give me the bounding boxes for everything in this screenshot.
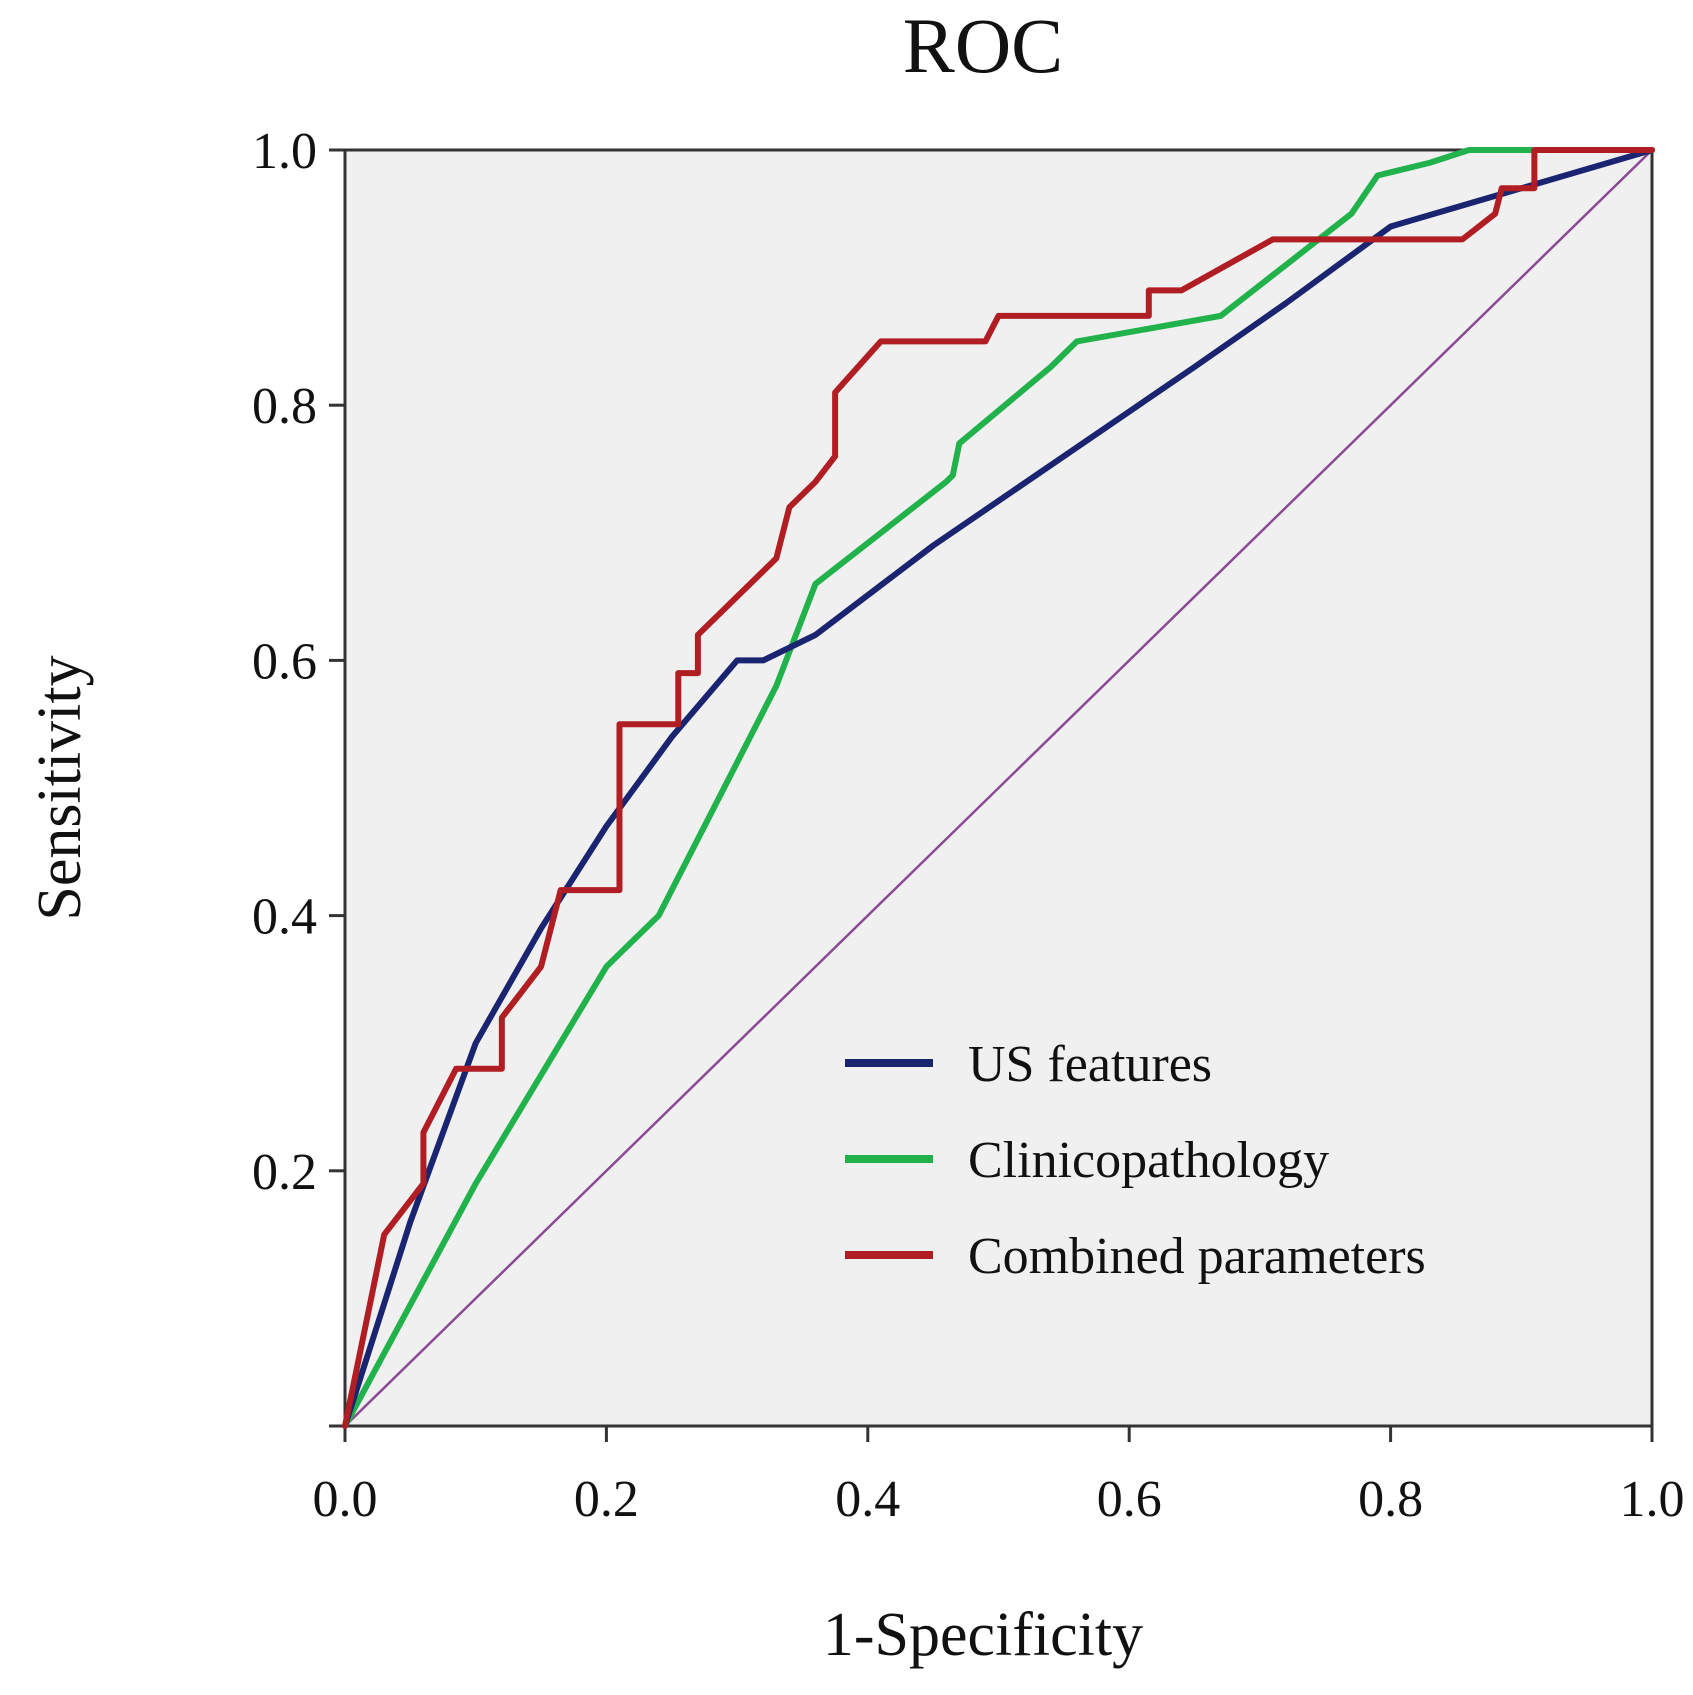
legend: US features Clinicopathology Combined para…: [845, 1036, 1426, 1285]
x-tick-label: 0.0: [313, 1471, 378, 1528]
y-tick-label: 1.0: [252, 123, 317, 180]
x-tick-label: 0.6: [1097, 1471, 1162, 1528]
series-line-us-features: [342, 147, 1655, 1429]
y-tick-label: 0.2: [252, 1144, 317, 1201]
y-tick-label: 0.4: [252, 889, 317, 946]
series-line-clinicopathology: [342, 147, 1655, 1429]
x-tick-label: 0.2: [574, 1471, 639, 1528]
x-tick-label: 0.4: [835, 1471, 900, 1528]
reference-diagonal-line: [343, 148, 1654, 1428]
x-tick-label: 0.8: [1358, 1471, 1423, 1528]
y-tick-label: 0.8: [252, 378, 317, 435]
roc-curves: [342, 147, 1655, 1429]
series-line-combined-parameters: [342, 147, 1655, 1429]
x-axis-label: 1-Specificity: [823, 1601, 1143, 1669]
chart-title: ROC: [903, 2, 1063, 89]
y-axis-label: Sensitivity: [26, 655, 94, 920]
legend-label-clinicopathology: Clinicopathology: [968, 1132, 1329, 1189]
x-tick-label: 1.0: [1620, 1471, 1685, 1528]
x-axis-ticks: 0.0 0.2 0.4 0.6 0.8 1.0: [313, 1426, 1685, 1528]
legend-label-us-features: US features: [968, 1036, 1212, 1093]
y-axis-ticks: 0.2 0.4 0.6 0.8 1.0: [252, 123, 345, 1428]
legend-label-combined-parameters: Combined parameters: [968, 1228, 1426, 1285]
y-tick-label: 0.6: [252, 633, 317, 690]
